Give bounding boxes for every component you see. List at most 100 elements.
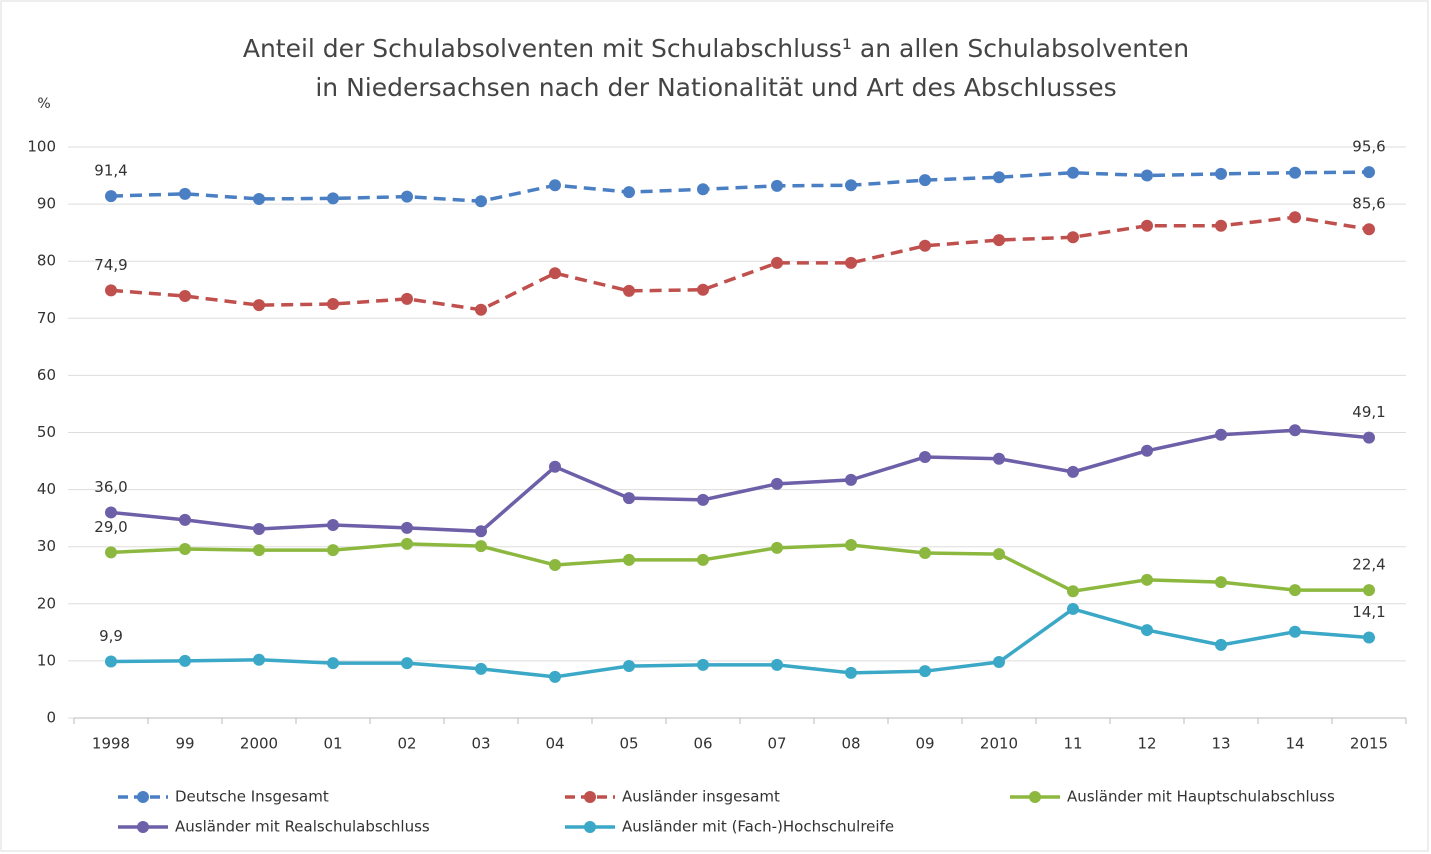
point bbox=[1363, 631, 1375, 644]
point bbox=[623, 284, 635, 297]
data-label: 74,9 bbox=[94, 256, 127, 274]
x-tick-label: 09 bbox=[915, 735, 934, 753]
point bbox=[1215, 167, 1227, 180]
point bbox=[179, 290, 191, 303]
point bbox=[401, 537, 413, 550]
point bbox=[1363, 223, 1375, 236]
legend-label: Ausländer insgesamt bbox=[622, 788, 780, 806]
point bbox=[623, 660, 635, 673]
y-tick-label: 80 bbox=[37, 252, 56, 270]
point bbox=[1067, 465, 1079, 478]
x-tick-label: 2015 bbox=[1350, 735, 1388, 753]
point bbox=[919, 665, 931, 678]
point bbox=[771, 541, 783, 554]
x-tick-label: 02 bbox=[397, 735, 416, 753]
legend-label: Ausländer mit Hauptschulabschluss bbox=[1067, 788, 1335, 806]
legend-swatch bbox=[584, 791, 596, 803]
point bbox=[771, 256, 783, 269]
point bbox=[1067, 602, 1079, 615]
point bbox=[475, 195, 487, 208]
point bbox=[401, 657, 413, 670]
point bbox=[1289, 211, 1301, 224]
point bbox=[697, 283, 709, 296]
point bbox=[623, 186, 635, 199]
x-tick-label: 04 bbox=[545, 735, 564, 753]
x-tick-label: 06 bbox=[693, 735, 712, 753]
data-label: 14,1 bbox=[1352, 603, 1385, 621]
point bbox=[771, 658, 783, 671]
legend-swatch bbox=[137, 791, 149, 803]
chart-title: in Niedersachsen nach der Nationalität u… bbox=[315, 73, 1116, 102]
point bbox=[1141, 169, 1153, 182]
point bbox=[105, 546, 117, 559]
x-tick-label: 2010 bbox=[980, 735, 1018, 753]
point bbox=[623, 492, 635, 505]
point bbox=[845, 473, 857, 486]
point bbox=[1141, 573, 1153, 586]
point bbox=[253, 522, 265, 535]
x-tick-label: 03 bbox=[471, 735, 490, 753]
data-label: 91,4 bbox=[94, 162, 127, 180]
x-tick-label: 07 bbox=[767, 735, 786, 753]
x-tick-label: 08 bbox=[841, 735, 860, 753]
data-label: 36,0 bbox=[94, 478, 127, 496]
point bbox=[1289, 584, 1301, 597]
series-line bbox=[110, 542, 1369, 594]
point bbox=[179, 513, 191, 526]
point bbox=[1141, 219, 1153, 232]
point bbox=[697, 493, 709, 506]
y-tick-label: 70 bbox=[37, 309, 56, 327]
data-label: 49,1 bbox=[1352, 403, 1385, 421]
y-tick-label: 100 bbox=[27, 138, 56, 156]
point bbox=[993, 548, 1005, 561]
series-line bbox=[110, 428, 1370, 534]
point bbox=[327, 519, 339, 532]
point bbox=[327, 544, 339, 557]
point bbox=[1215, 428, 1227, 441]
y-tick-label: 40 bbox=[37, 480, 56, 498]
x-tick-label: 1998 bbox=[92, 735, 130, 753]
point bbox=[253, 299, 265, 312]
series-line bbox=[110, 607, 1370, 679]
point bbox=[549, 179, 561, 192]
point bbox=[1215, 219, 1227, 232]
point bbox=[549, 267, 561, 280]
legend-swatch bbox=[1029, 791, 1041, 803]
point bbox=[401, 521, 413, 534]
x-tick-label: 05 bbox=[619, 735, 638, 753]
point bbox=[993, 234, 1005, 247]
data-label: 29,0 bbox=[94, 518, 127, 536]
data-label: 9,9 bbox=[99, 627, 123, 645]
point bbox=[105, 284, 117, 297]
point bbox=[771, 477, 783, 490]
point bbox=[549, 558, 561, 571]
point bbox=[697, 553, 709, 566]
point bbox=[1289, 424, 1301, 437]
point bbox=[549, 460, 561, 473]
y-tick-label: 20 bbox=[37, 594, 56, 612]
point bbox=[845, 179, 857, 192]
x-tick-label: 13 bbox=[1211, 735, 1230, 753]
point bbox=[845, 256, 857, 269]
point bbox=[179, 654, 191, 667]
point bbox=[623, 553, 635, 566]
point bbox=[919, 546, 931, 559]
legend-label: Deutsche Insgesamt bbox=[175, 788, 329, 806]
point bbox=[327, 657, 339, 670]
y-tick-label: 60 bbox=[37, 366, 56, 384]
point bbox=[771, 179, 783, 192]
point bbox=[401, 190, 413, 203]
point bbox=[993, 452, 1005, 465]
point bbox=[1215, 576, 1227, 589]
point bbox=[1067, 231, 1079, 244]
point bbox=[253, 544, 265, 557]
data-label: 95,6 bbox=[1352, 138, 1385, 156]
x-tick-label: 01 bbox=[323, 735, 342, 753]
point bbox=[475, 540, 487, 553]
legend-label: Ausländer mit (Fach-)Hochschulreife bbox=[622, 818, 894, 836]
point bbox=[919, 174, 931, 187]
legend-swatch bbox=[137, 821, 149, 833]
point bbox=[1067, 166, 1079, 179]
point bbox=[993, 656, 1005, 669]
